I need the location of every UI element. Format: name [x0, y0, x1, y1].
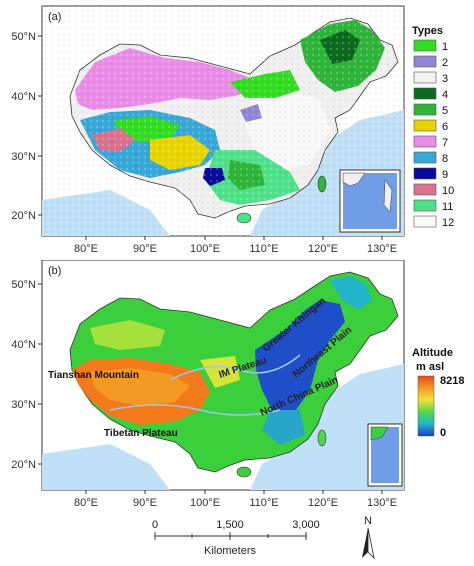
- legend-label-type11: 11: [442, 201, 453, 213]
- taiwan-island: [317, 429, 327, 447]
- elevation-low-zone: [330, 276, 372, 310]
- panel-a-tag: (a): [48, 11, 61, 23]
- elevation-map-panel: Tianshan Mountain Tibetan Plateau IM Pla…: [0, 260, 474, 510]
- legend-swatch-type8: [413, 151, 437, 164]
- elevation-map: Tianshan Mountain Tibetan Plateau IM Pla…: [11, 260, 464, 509]
- scale-bar: 0 1,500 3,000 Kilometers N: [152, 515, 375, 560]
- legend-label-type2: 2: [442, 57, 448, 69]
- legend-label-type10: 10: [442, 185, 454, 197]
- legend-swatch-type6: [413, 119, 437, 132]
- lat-tick-label: 30°N: [11, 151, 36, 163]
- lat-tick-label: 40°N: [11, 91, 36, 103]
- longitude-axis: 80°E 90°E 100°E 110°E 120°E 130°E: [74, 236, 397, 255]
- legend-label-type8: 8: [442, 153, 448, 165]
- legend-label-type9: 9: [442, 169, 448, 181]
- lon-tick-label: 100°E: [190, 497, 220, 509]
- lat-tick-label: 40°N: [11, 339, 36, 351]
- lon-tick-label: 120°E: [308, 243, 338, 255]
- panel-b-tag: (b): [48, 265, 61, 277]
- latitude-axis: 50°N 40°N 30°N 20°N: [11, 279, 42, 471]
- north-arrow-icon: N: [362, 515, 375, 560]
- lon-tick-label: 90°E: [133, 243, 157, 255]
- legend-swatch-type11: [413, 199, 437, 212]
- scale-tick-label: 0: [152, 519, 158, 531]
- land-cover-map: 50°N 40°N 30°N 20°N 80°E 90°E 100°E 110°…: [11, 5, 454, 255]
- taiwan-island: [317, 175, 327, 193]
- legend-swatch-type4: [413, 87, 437, 100]
- elevation-mid-zone: [90, 320, 165, 350]
- lon-tick-label: 130°E: [367, 243, 397, 255]
- north-label: N: [364, 515, 372, 527]
- lon-tick-label: 100°E: [190, 243, 220, 255]
- hainan-island: [236, 466, 252, 478]
- legend-swatch-type10: [413, 183, 437, 196]
- legend-label-type1: 1: [442, 41, 448, 53]
- legend-swatch-type3: [413, 71, 437, 84]
- lon-tick-label: 130°E: [367, 497, 397, 509]
- hainan-island: [236, 212, 252, 224]
- legend-max: 8218: [440, 375, 464, 387]
- lon-tick-label: 110°E: [249, 243, 278, 255]
- legend-label-type3: 3: [442, 73, 448, 85]
- legend-min: 0: [440, 427, 446, 439]
- lat-tick-label: 50°N: [11, 279, 36, 291]
- lon-tick-label: 120°E: [308, 497, 338, 509]
- scale-unit: Kilometers: [204, 545, 256, 557]
- lon-tick-label: 90°E: [133, 497, 157, 509]
- lat-tick-label: 50°N: [11, 31, 36, 43]
- altitude-color-ramp: [417, 375, 435, 437]
- legend-unit: m asl: [416, 361, 444, 373]
- lon-tick-label: 80°E: [74, 497, 98, 509]
- legend-label-type4: 4: [442, 89, 448, 101]
- lat-tick-label: 30°N: [11, 399, 36, 411]
- legend-swatch-type12: [413, 215, 437, 228]
- legend-swatch-type1: [413, 39, 437, 52]
- label-tibetan-plateau: Tibetan Plateau: [104, 428, 178, 439]
- elevation-low-zone: [262, 410, 305, 445]
- legend-swatch-type2: [413, 55, 437, 68]
- legend-label-type12: 12: [442, 217, 454, 229]
- lon-tick-label: 80°E: [74, 243, 98, 255]
- lat-tick-label: 20°N: [11, 459, 36, 471]
- legend-label-type6: 6: [442, 121, 448, 133]
- sea-area: [250, 364, 404, 490]
- label-tianshan: Tianshan Mountain: [48, 370, 139, 381]
- legend-title: Altitude: [412, 347, 453, 359]
- river: [109, 404, 281, 416]
- legend-swatch-type9: [413, 167, 437, 180]
- legend-swatch-type7: [413, 135, 437, 148]
- lat-tick-label: 20°N: [11, 210, 36, 222]
- scale-tick-label: 1,500: [216, 519, 244, 531]
- legend-label-type7: 7: [442, 137, 448, 149]
- south-china-sea-inset: [367, 423, 403, 487]
- altitude-legend: Altitude m asl 8218 0: [412, 347, 464, 439]
- river: [169, 354, 301, 381]
- latitude-axis: 50°N 40°N 30°N 20°N: [11, 31, 42, 222]
- scale-tick-label: 3,000: [292, 519, 320, 531]
- lon-tick-label: 110°E: [249, 497, 278, 509]
- south-china-sea-inset: [339, 169, 401, 233]
- legend-label-type5: 5: [442, 105, 448, 117]
- longitude-axis: 80°E 90°E 100°E 110°E 120°E 130°E: [74, 490, 397, 509]
- sea-area: [42, 444, 170, 490]
- elevation-high-zone: [90, 368, 190, 406]
- legend-title: Types: [412, 25, 443, 37]
- elevation-mid-zone: [200, 356, 240, 388]
- legend-swatch-type5: [413, 103, 437, 116]
- land-cover-map-panel: 50°N 40°N 30°N 20°N 80°E 90°E 100°E 110°…: [0, 0, 474, 262]
